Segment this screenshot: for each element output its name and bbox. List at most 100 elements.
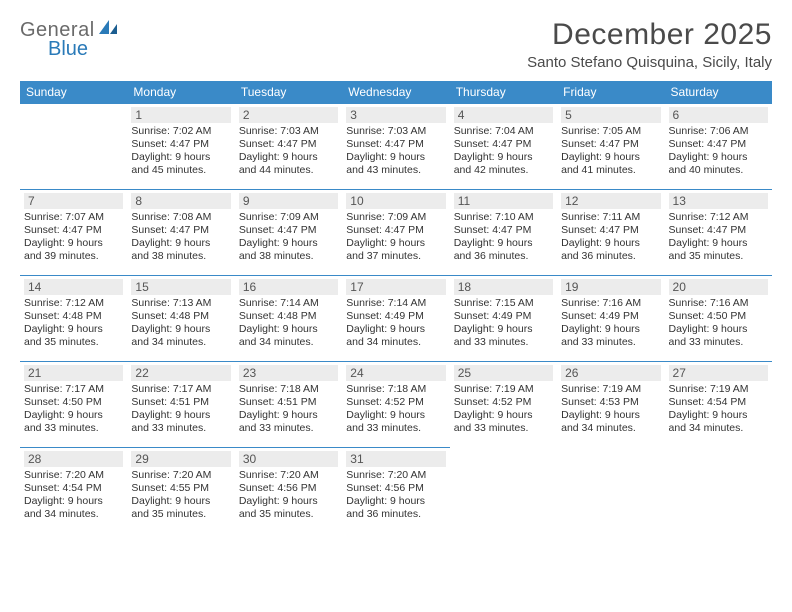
day-number: 9: [239, 193, 338, 209]
day-details: Sunrise: 7:12 AMSunset: 4:47 PMDaylight:…: [669, 211, 768, 264]
day-details: Sunrise: 7:17 AMSunset: 4:51 PMDaylight:…: [131, 383, 230, 436]
day-number: 23: [239, 365, 338, 381]
calendar-day-cell: 4 Sunrise: 7:04 AMSunset: 4:47 PMDaylight…: [450, 104, 557, 190]
calendar-day-cell: 6Sunrise: 7:06 AMSunset: 4:47 PMDaylight…: [665, 104, 772, 190]
calendar-day-cell: 3 Sunrise: 7:03 AMSunset: 4:47 PMDaylight…: [342, 104, 449, 190]
day-number: 21: [24, 365, 123, 381]
weekday-header: Tuesday: [235, 81, 342, 104]
day-number: 16: [239, 279, 338, 295]
day-number: 1: [131, 107, 230, 123]
day-details: Sunrise: 7:08 AMSunset: 4:47 PMDaylight:…: [131, 211, 230, 264]
weekday-header: Saturday: [665, 81, 772, 104]
calendar-day-cell: 17 Sunrise: 7:14 AMSunset: 4:49 PMDayligh…: [342, 276, 449, 362]
day-number: 17: [346, 279, 445, 295]
day-details: Sunrise: 7:12 AMSunset: 4:48 PMDaylight:…: [24, 297, 123, 350]
calendar-day-cell: 15Sunrise: 7:13 AMSunset: 4:48 PMDayligh…: [127, 276, 234, 362]
day-details: Sunrise: 7:20 AMSunset: 4:54 PMDaylight:…: [24, 469, 123, 522]
calendar-day-cell: 9 Sunrise: 7:09 AMSunset: 4:47 PMDaylight…: [235, 190, 342, 276]
day-details: Sunrise: 7:03 AMSunset: 4:47 PMDaylight:…: [239, 125, 338, 178]
day-details: Sunrise: 7:06 AMSunset: 4:47 PMDaylight:…: [669, 125, 768, 178]
day-number: 11: [454, 193, 553, 209]
weekday-header: Wednesday: [342, 81, 449, 104]
day-details: Sunrise: 7:18 AMSunset: 4:51 PMDaylight:…: [239, 383, 338, 436]
day-number: 26: [561, 365, 660, 381]
day-details: Sunrise: 7:05 AMSunset: 4:47 PMDaylight:…: [561, 125, 660, 178]
calendar-day-cell: 7Sunrise: 7:07 AMSunset: 4:47 PMDaylight…: [20, 190, 127, 276]
day-number: 7: [24, 193, 123, 209]
day-details: Sunrise: 7:02 AMSunset: 4:47 PMDaylight:…: [131, 125, 230, 178]
calendar-week-row: 7Sunrise: 7:07 AMSunset: 4:47 PMDaylight…: [20, 190, 772, 276]
day-number: 13: [669, 193, 768, 209]
calendar-day-cell: 13 Sunrise: 7:12 AMSunset: 4:47 PMDayligh…: [665, 190, 772, 276]
calendar-day-cell: [450, 448, 557, 534]
calendar-day-cell: 18Sunrise: 7:15 AMSunset: 4:49 PMDayligh…: [450, 276, 557, 362]
calendar-day-cell: 30 Sunrise: 7:20 AMSunset: 4:56 PMDayligh…: [235, 448, 342, 534]
day-details: Sunrise: 7:20 AMSunset: 4:56 PMDaylight:…: [239, 469, 338, 522]
calendar-day-cell: 2 Sunrise: 7:03 AMSunset: 4:47 PMDaylight…: [235, 104, 342, 190]
calendar-week-row: 14 Sunrise: 7:12 AMSunset: 4:48 PMDayligh…: [20, 276, 772, 362]
calendar-day-cell: 16 Sunrise: 7:14 AMSunset: 4:48 PMDayligh…: [235, 276, 342, 362]
calendar-day-cell: 20Sunrise: 7:16 AMSunset: 4:50 PMDayligh…: [665, 276, 772, 362]
day-number: 5: [561, 107, 660, 123]
day-details: Sunrise: 7:18 AMSunset: 4:52 PMDaylight:…: [346, 383, 445, 436]
day-details: Sunrise: 7:11 AMSunset: 4:47 PMDaylight:…: [561, 211, 660, 264]
day-number: 30: [239, 451, 338, 467]
day-number: 25: [454, 365, 553, 381]
calendar-day-cell: 31Sunrise: 7:20 AMSunset: 4:56 PMDayligh…: [342, 448, 449, 534]
day-number: 22: [131, 365, 230, 381]
calendar-table: Sunday Monday Tuesday Wednesday Thursday…: [20, 81, 772, 534]
day-details: Sunrise: 7:03 AMSunset: 4:47 PMDaylight:…: [346, 125, 445, 178]
calendar-day-cell: 23 Sunrise: 7:18 AMSunset: 4:51 PMDayligh…: [235, 362, 342, 448]
calendar-day-cell: 22 Sunrise: 7:17 AMSunset: 4:51 PMDayligh…: [127, 362, 234, 448]
weekday-header: Thursday: [450, 81, 557, 104]
calendar-day-cell: .: [20, 104, 127, 190]
weekday-header-row: Sunday Monday Tuesday Wednesday Thursday…: [20, 81, 772, 104]
calendar-week-row: .1 Sunrise: 7:02 AMSunset: 4:47 PMDayligh…: [20, 104, 772, 190]
day-details: Sunrise: 7:16 AMSunset: 4:49 PMDaylight:…: [561, 297, 660, 350]
month-title: December 2025: [527, 18, 772, 52]
calendar-day-cell: 5 Sunrise: 7:05 AMSunset: 4:47 PMDaylight…: [557, 104, 664, 190]
day-number: 19: [561, 279, 660, 295]
calendar-day-cell: 11 Sunrise: 7:10 AMSunset: 4:47 PMDayligh…: [450, 190, 557, 276]
day-details: Sunrise: 7:04 AMSunset: 4:47 PMDaylight:…: [454, 125, 553, 178]
calendar-day-cell: 12 Sunrise: 7:11 AMSunset: 4:47 PMDayligh…: [557, 190, 664, 276]
day-number: 18: [454, 279, 553, 295]
calendar-day-cell: [665, 448, 772, 534]
day-number: 4: [454, 107, 553, 123]
calendar-page: General Blue December 2025 Santo Stefano…: [0, 0, 792, 552]
day-details: Sunrise: 7:17 AMSunset: 4:50 PMDaylight:…: [24, 383, 123, 436]
calendar-week-row: 21 Sunrise: 7:17 AMSunset: 4:50 PMDayligh…: [20, 362, 772, 448]
calendar-day-cell: 27 Sunrise: 7:19 AMSunset: 4:54 PMDayligh…: [665, 362, 772, 448]
day-details: Sunrise: 7:14 AMSunset: 4:48 PMDaylight:…: [239, 297, 338, 350]
day-details: Sunrise: 7:19 AMSunset: 4:54 PMDaylight:…: [669, 383, 768, 436]
weekday-header: Friday: [557, 81, 664, 104]
day-details: Sunrise: 7:14 AMSunset: 4:49 PMDaylight:…: [346, 297, 445, 350]
calendar-week-row: 28Sunrise: 7:20 AMSunset: 4:54 PMDayligh…: [20, 448, 772, 534]
day-details: Sunrise: 7:10 AMSunset: 4:47 PMDaylight:…: [454, 211, 553, 264]
calendar-day-cell: 28Sunrise: 7:20 AMSunset: 4:54 PMDayligh…: [20, 448, 127, 534]
calendar-day-cell: 14 Sunrise: 7:12 AMSunset: 4:48 PMDayligh…: [20, 276, 127, 362]
calendar-day-cell: 26 Sunrise: 7:19 AMSunset: 4:53 PMDayligh…: [557, 362, 664, 448]
calendar-day-cell: 1 Sunrise: 7:02 AMSunset: 4:47 PMDaylight…: [127, 104, 234, 190]
day-number: 14: [24, 279, 123, 295]
day-details: Sunrise: 7:09 AMSunset: 4:47 PMDaylight:…: [239, 211, 338, 264]
calendar-day-cell: 10Sunrise: 7:09 AMSunset: 4:47 PMDayligh…: [342, 190, 449, 276]
title-block: December 2025 Santo Stefano Quisquina, S…: [527, 18, 772, 71]
weekday-header: Sunday: [20, 81, 127, 104]
day-number: 27: [669, 365, 768, 381]
calendar-day-cell: 29Sunrise: 7:20 AMSunset: 4:55 PMDayligh…: [127, 448, 234, 534]
calendar-day-cell: 21 Sunrise: 7:17 AMSunset: 4:50 PMDayligh…: [20, 362, 127, 448]
header: General Blue December 2025 Santo Stefano…: [20, 18, 772, 71]
day-details: Sunrise: 7:13 AMSunset: 4:48 PMDaylight:…: [131, 297, 230, 350]
calendar-day-cell: [557, 448, 664, 534]
location-label: Santo Stefano Quisquina, Sicily, Italy: [527, 54, 772, 71]
sail-icon: [97, 18, 119, 42]
day-number: 3: [346, 107, 445, 123]
day-number: 31: [346, 451, 445, 467]
day-number: 10: [346, 193, 445, 209]
day-details: Sunrise: 7:19 AMSunset: 4:53 PMDaylight:…: [561, 383, 660, 436]
day-number: 12: [561, 193, 660, 209]
day-number: 2: [239, 107, 338, 123]
day-details: Sunrise: 7:19 AMSunset: 4:52 PMDaylight:…: [454, 383, 553, 436]
calendar-day-cell: 19 Sunrise: 7:16 AMSunset: 4:49 PMDayligh…: [557, 276, 664, 362]
